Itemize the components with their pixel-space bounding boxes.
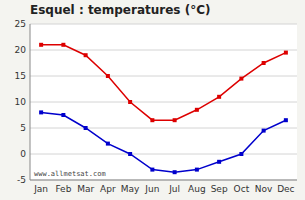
x-axis-line xyxy=(30,180,297,181)
marker xyxy=(61,43,65,47)
x-tick-label: May xyxy=(121,184,140,194)
x-tick-label: Apr xyxy=(100,184,116,194)
plot-area xyxy=(30,24,297,180)
marker xyxy=(217,160,221,164)
marker xyxy=(61,113,65,117)
y-tick-label: 10 xyxy=(15,97,27,107)
x-tick-label: Jul xyxy=(168,184,180,194)
marker xyxy=(39,110,43,114)
x-tick-label: Feb xyxy=(55,184,71,194)
marker xyxy=(106,142,110,146)
marker xyxy=(128,100,132,104)
line xyxy=(41,112,286,172)
grid-line xyxy=(30,180,297,181)
grid-line xyxy=(30,102,297,103)
y-tick-label: 15 xyxy=(15,71,26,81)
marker xyxy=(284,51,288,55)
marker xyxy=(150,118,154,122)
y-tick-label: 0 xyxy=(20,149,26,159)
marker xyxy=(195,168,199,172)
marker xyxy=(195,108,199,112)
x-tick-label: Aug xyxy=(188,184,206,194)
y-tick-label: 25 xyxy=(15,19,26,29)
marker xyxy=(173,118,177,122)
grid-line xyxy=(30,50,297,51)
grid-line xyxy=(30,128,297,129)
grid-line xyxy=(30,154,297,155)
y-axis-line xyxy=(30,24,31,180)
marker xyxy=(150,168,154,172)
y-tick-label: 20 xyxy=(15,45,27,55)
marker xyxy=(84,126,88,130)
marker xyxy=(262,61,266,65)
y-tick-label: 5 xyxy=(20,123,26,133)
title: Esquel : temperatures (°C) xyxy=(30,3,210,17)
x-tick-label: Sep xyxy=(211,184,228,194)
marker xyxy=(284,118,288,122)
marker xyxy=(106,74,110,78)
grid-line xyxy=(30,76,297,77)
watermark: www.allmetsat.com xyxy=(34,170,106,178)
marker xyxy=(39,43,43,47)
x-tick-label: Jan xyxy=(33,184,48,194)
y-tick-label: -5 xyxy=(17,175,26,185)
x-tick-label: Dec xyxy=(277,184,294,194)
chart: Esquel : temperatures (°C) -5 0 5 10 15 20 25 Ja… xyxy=(0,0,305,200)
x-tick-label: Jun xyxy=(144,184,159,194)
marker xyxy=(239,77,243,81)
chart-container: Esquel : temperatures (°C) -5 0 5 10 15 20 25 Ja… xyxy=(0,0,305,200)
x-tick-label: Mar xyxy=(77,184,94,194)
grid-line xyxy=(30,24,297,25)
marker xyxy=(128,152,132,156)
marker xyxy=(239,152,243,156)
line xyxy=(41,45,286,120)
marker xyxy=(84,53,88,57)
series-group xyxy=(39,43,288,174)
marker xyxy=(173,170,177,174)
marker xyxy=(262,129,266,133)
x-tick-label: Oct xyxy=(234,184,250,194)
marker xyxy=(217,95,221,99)
x-tick-label: Nov xyxy=(255,184,273,194)
